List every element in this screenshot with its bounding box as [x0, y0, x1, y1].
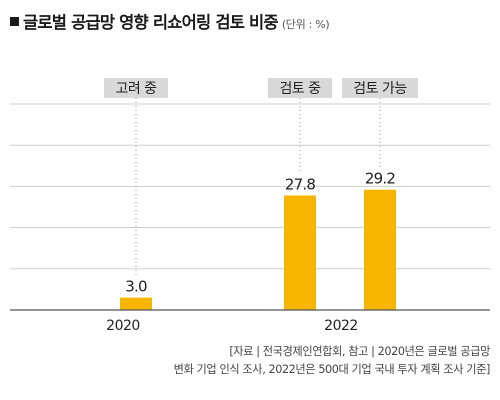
category-label-box [268, 78, 332, 98]
bar [364, 189, 396, 310]
category-label-box [342, 78, 418, 98]
chart-title-row: 글로벌 공급망 영향 리쇼어링 검토 비중 (단위 : %) [10, 9, 330, 33]
bar [284, 195, 316, 310]
category-label: 고려 중 [115, 81, 157, 97]
x-tick-label: 2022 [324, 318, 358, 334]
source-note: [자료 | 전국경제인연합회, 참고 | 2020년은 글로벌 공급망 변화 기… [70, 343, 491, 379]
chart-title: 글로벌 공급망 영향 리쇼어링 검토 비중 [23, 13, 279, 32]
category-label-box [104, 78, 168, 98]
square-bullet-icon [10, 17, 19, 26]
bar [120, 297, 152, 310]
data-label: 29.2 [365, 170, 395, 188]
x-tick-label: 2020 [106, 318, 140, 334]
source-line-2: 변화 기업 인식 조사, 2022년은 500대 기업 국내 투자 계획 조사 … [173, 363, 491, 376]
category-label: 검토 중 [279, 81, 321, 97]
data-label: 27.8 [285, 175, 315, 193]
category-label: 검토 가능 [353, 81, 407, 97]
source-line-1: [자료 | 전국경제인연합회, 참고 | 2020년은 글로벌 공급망 [229, 345, 490, 358]
data-label: 3.0 [125, 278, 147, 296]
unit-label: (단위 : %) [281, 18, 330, 31]
